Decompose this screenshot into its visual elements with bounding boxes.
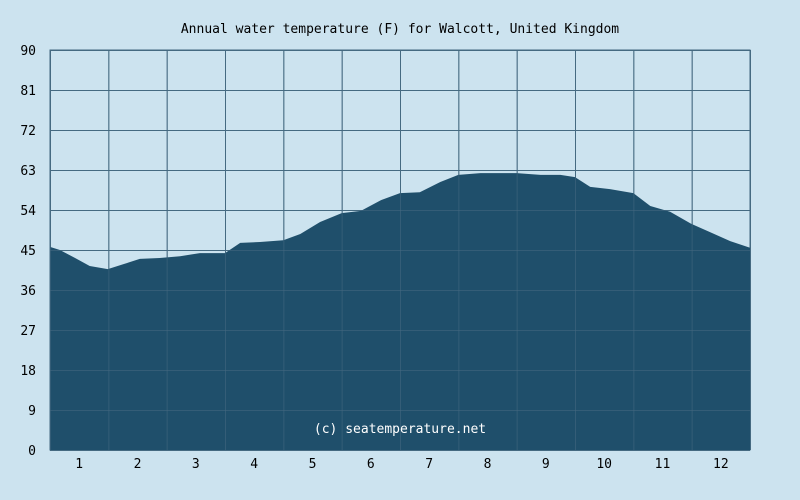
y-tick-label: 90 bbox=[20, 44, 36, 59]
x-tick-label: 4 bbox=[250, 457, 258, 472]
y-tick-label: 9 bbox=[28, 404, 36, 419]
y-tick-label: 72 bbox=[20, 124, 36, 139]
chart-title: Annual water temperature (F) for Walcott… bbox=[181, 22, 619, 37]
x-tick-label: 8 bbox=[484, 457, 492, 472]
x-tick-label: 6 bbox=[367, 457, 375, 472]
x-tick-label: 10 bbox=[596, 457, 612, 472]
x-tick-label: 2 bbox=[134, 457, 142, 472]
y-tick-label: 63 bbox=[20, 164, 36, 179]
y-axis-ticks: 0 9 18 27 36 45 54 63 72 81 90 bbox=[20, 44, 36, 459]
y-tick-label: 27 bbox=[20, 324, 36, 339]
y-tick-label: 18 bbox=[20, 364, 36, 379]
x-tick-label: 12 bbox=[713, 457, 729, 472]
x-axis-ticks: 1 2 3 4 5 6 7 8 9 10 11 12 bbox=[75, 457, 728, 472]
grid-overlay bbox=[50, 50, 751, 451]
x-tick-label: 7 bbox=[425, 457, 433, 472]
y-tick-label: 81 bbox=[20, 84, 36, 99]
y-tick-label: 36 bbox=[20, 284, 36, 299]
watermark: (c) seatemperature.net bbox=[314, 422, 486, 437]
y-tick-label: 45 bbox=[20, 244, 36, 259]
x-tick-label: 3 bbox=[192, 457, 200, 472]
y-tick-label: 0 bbox=[28, 444, 36, 459]
x-tick-label: 11 bbox=[655, 457, 671, 472]
x-tick-label: 1 bbox=[75, 457, 83, 472]
x-tick-label: 5 bbox=[309, 457, 317, 472]
x-tick-label: 9 bbox=[542, 457, 550, 472]
y-tick-label: 54 bbox=[20, 204, 36, 219]
